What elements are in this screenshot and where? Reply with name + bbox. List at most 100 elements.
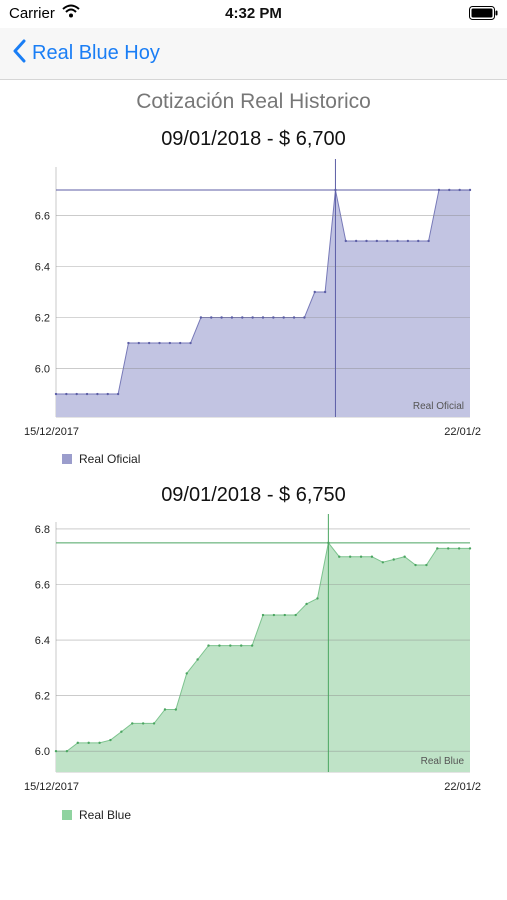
back-button[interactable]: Real Blue Hoy [12,38,160,68]
data-point [375,239,379,243]
y-tick-label: 6.2 [35,691,50,703]
navigation-bar: Real Blue Hoy [0,28,507,80]
status-time: 4:32 PM [225,5,282,22]
y-tick-label: 6.6 [35,580,50,592]
y-tick-label: 6.4 [35,261,50,273]
data-point [220,316,223,319]
data-point [120,730,123,733]
chart-real-oficial[interactable]: 6.0 6.2 6.4 6.6 Real Oficial 15/12/2017 22/01/… [0,155,507,445]
chart-description: Real Oficial [413,401,464,412]
data-point [241,316,244,319]
data-point [199,316,203,319]
data-point [305,602,308,606]
data-point [65,749,69,753]
data-point [359,555,363,558]
data-point [147,341,151,345]
data-point [76,741,79,745]
data-point [96,392,99,396]
carrier-label: Carrier [9,5,55,22]
data-point [392,558,395,561]
data-point [272,613,276,617]
data-point [189,341,192,345]
chart-2-legend: Real Blue [62,808,131,822]
data-point [292,316,296,319]
y-tick-label: 6.8 [35,524,50,536]
data-point [417,239,420,243]
data-point [406,239,410,243]
data-point [313,290,316,294]
data-point [179,341,182,345]
chart-description: Real Blue [421,756,465,767]
data-point [282,316,285,319]
data-point [261,316,265,319]
data-point [457,547,461,550]
x-tick-label-end: 22/01/2 [444,426,481,438]
data-point [207,644,210,647]
data-point [427,239,430,243]
data-point [386,239,389,243]
y-tick-label: 6.0 [35,746,50,758]
data-point [163,708,167,711]
data-point [303,316,306,319]
legend-swatch [62,810,72,820]
data-point [354,239,358,243]
chart-real-blue[interactable]: 6.0 6.2 6.4 6.6 6.8 Real Blue 15/12/2017 22/01/… [0,510,507,800]
back-label: Real Blue Hoy [32,41,160,64]
data-point [75,392,78,396]
y-tick-label: 6.4 [35,635,50,647]
status-bar: Carrier 4:32 PM [0,0,507,28]
wifi-icon [62,4,80,23]
data-point [230,316,234,319]
data-point [370,555,374,558]
data-point [283,613,286,617]
data-point [348,555,352,558]
data-point [152,722,156,725]
data-point [54,392,58,396]
data-point [87,741,90,745]
x-tick-label-start: 15/12/2017 [24,781,79,793]
data-point [210,316,213,319]
data-point [98,741,101,745]
y-tick-label: 6.6 [35,210,50,222]
data-point [54,749,58,753]
data-point [414,563,417,567]
data-point [229,644,232,647]
data-point [294,613,297,617]
data-point [323,290,327,294]
data-point [403,555,406,558]
data-point [272,316,275,319]
data-point [316,597,319,600]
data-point [250,644,254,647]
x-tick-label-end: 22/01/2 [444,781,481,793]
data-point [381,561,385,564]
battery-icon [469,6,499,25]
y-tick-label: 6.0 [35,364,50,376]
data-point [85,392,89,396]
data-point [137,341,140,345]
data-point [251,316,254,319]
data-point [344,239,347,243]
legend-label: Real Oficial [79,452,141,466]
data-point [447,547,450,550]
data-point [240,644,243,647]
chart-1-legend: Real Oficial [62,452,140,466]
data-point [116,392,120,396]
series-area [56,189,470,417]
data-point [396,239,399,243]
chart-1-header: 09/01/2018 - $ 6,700 [161,128,346,150]
data-point [106,392,109,396]
data-point [185,672,188,675]
x-tick-label-start: 15/12/2017 [24,426,79,438]
page-title: Cotización Real Historico [136,90,371,113]
data-point [109,738,112,742]
data-point [158,341,161,345]
data-point [468,547,472,550]
data-point [261,613,265,617]
data-point [196,658,199,661]
data-point [168,341,172,345]
data-point [218,644,221,647]
chart-2-header: 09/01/2018 - $ 6,750 [161,484,346,506]
data-point [338,555,341,558]
data-point [174,708,178,711]
y-tick-label: 6.2 [35,313,50,325]
